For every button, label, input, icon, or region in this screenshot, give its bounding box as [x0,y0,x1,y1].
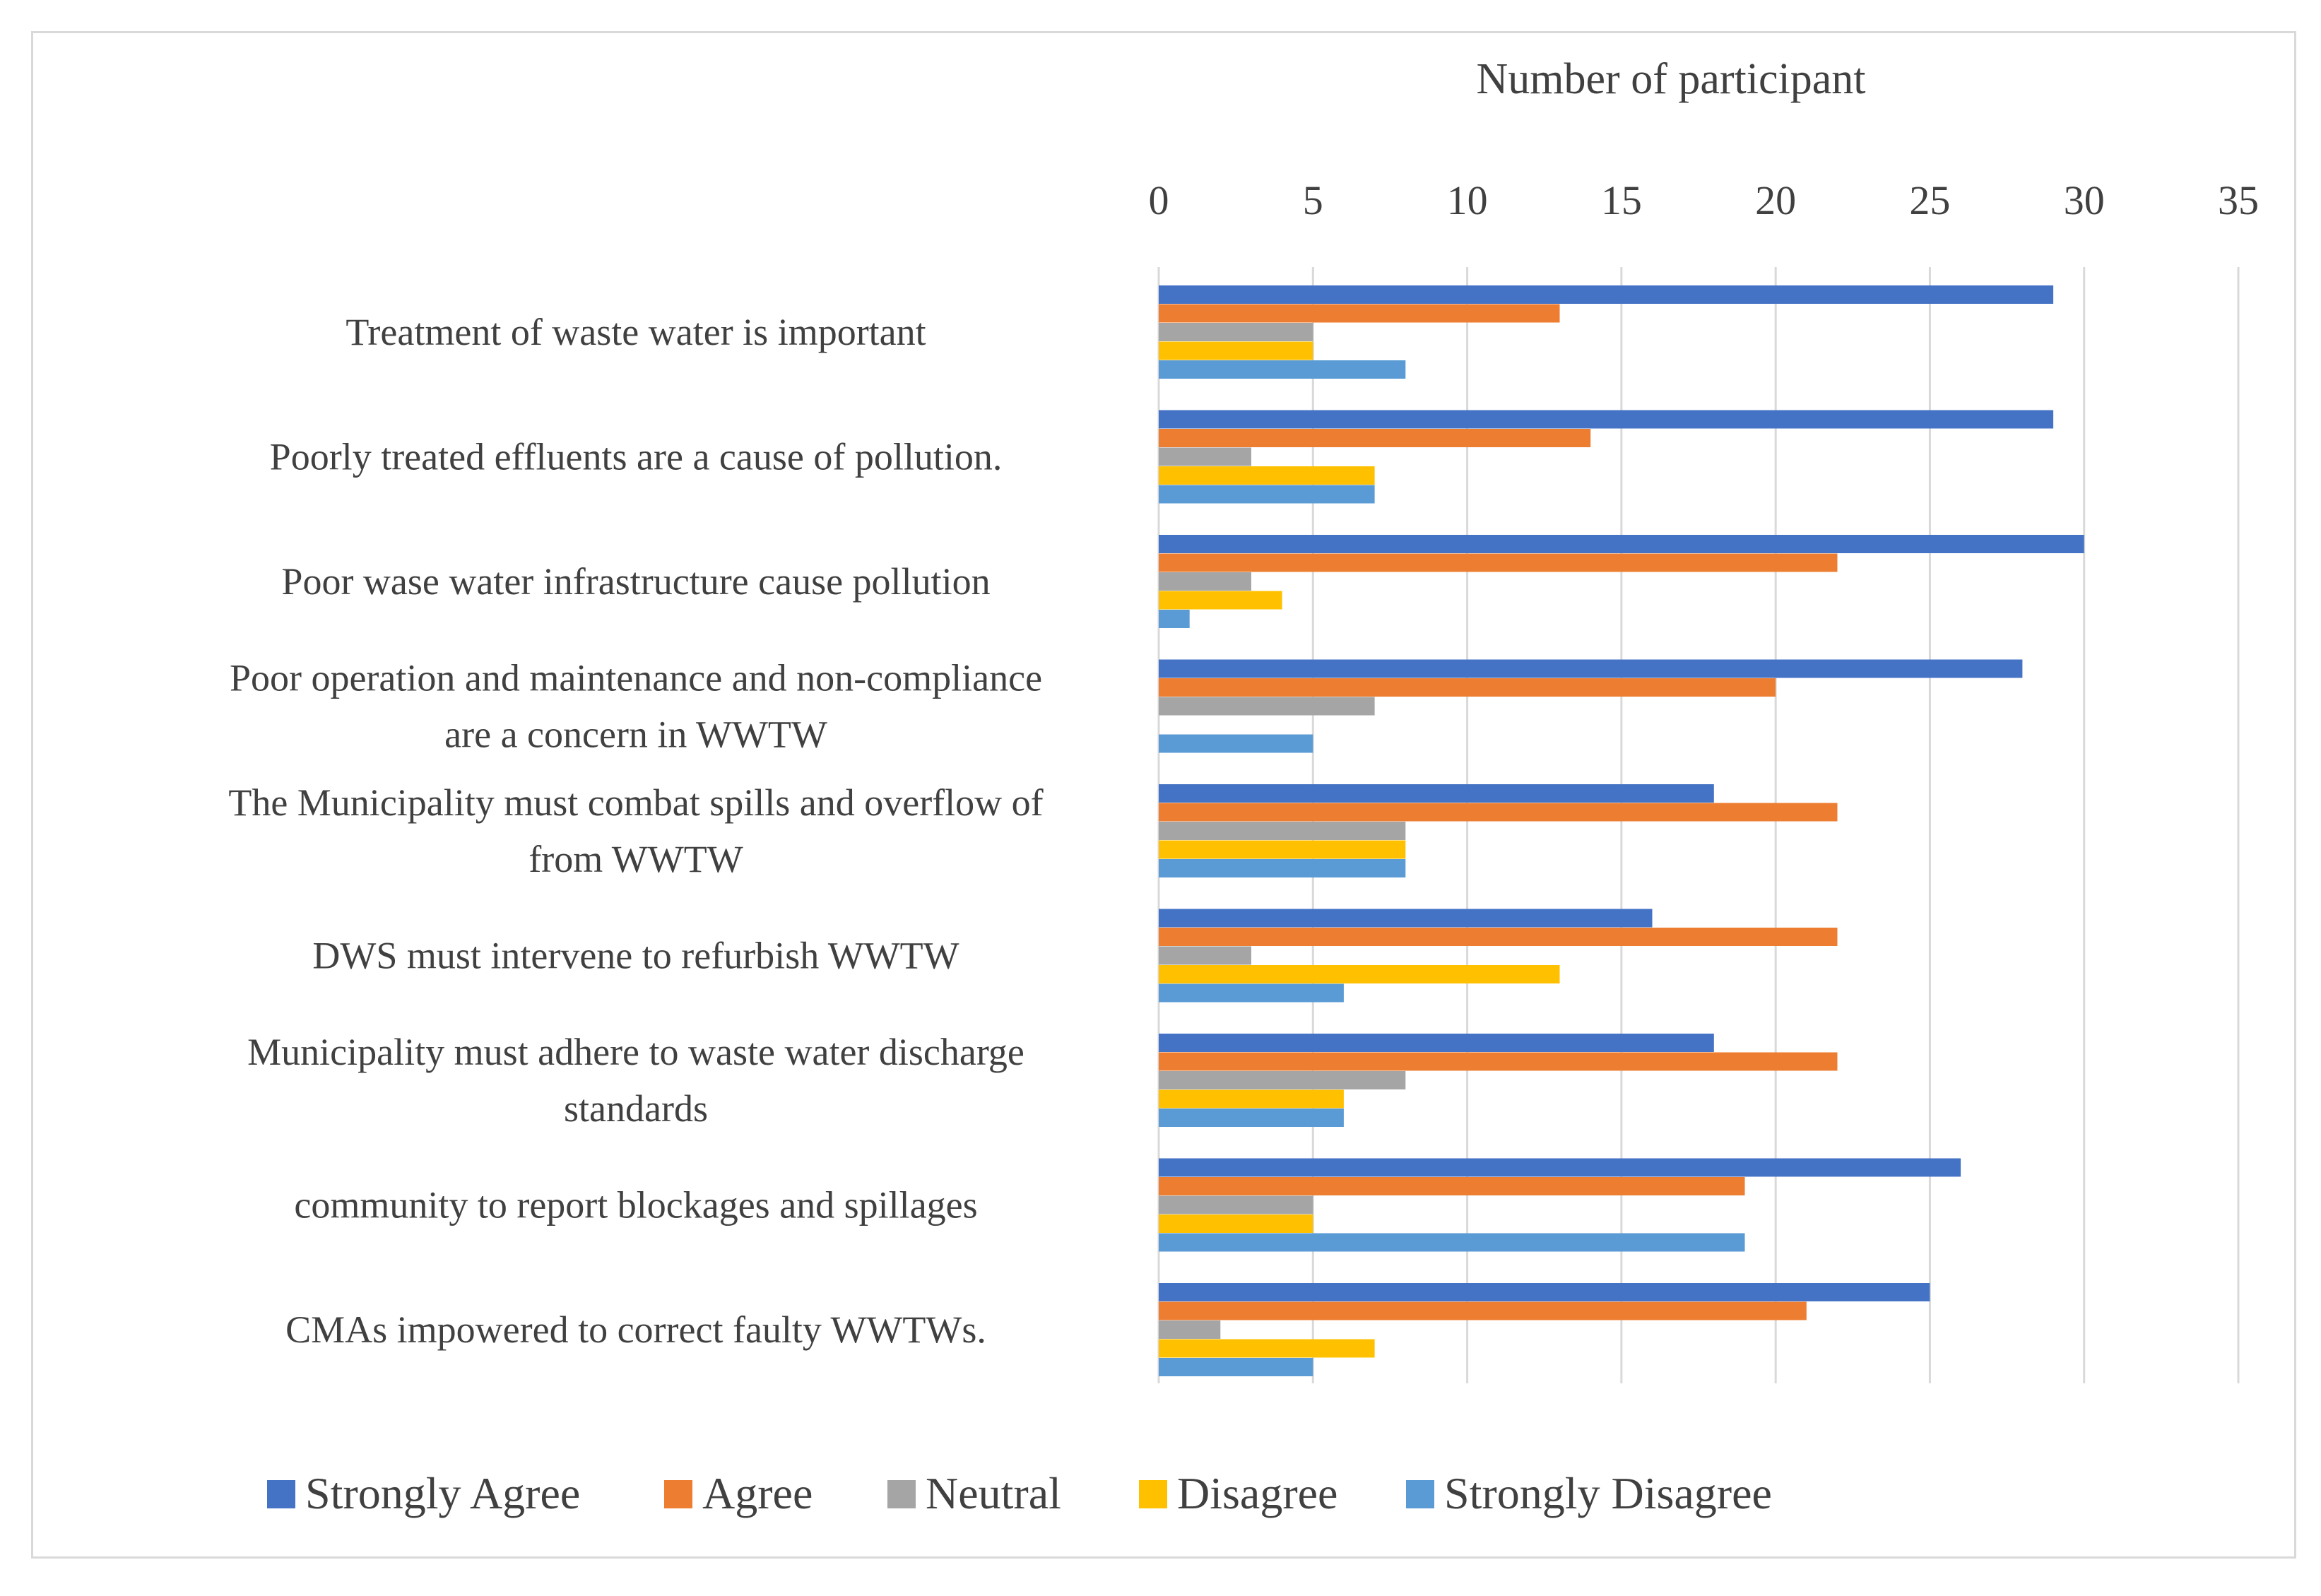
legend-swatch [1139,1480,1167,1508]
category-label: CMAs impowered to correct faulty WWTWs. [285,1308,986,1351]
bar-strongly-agree [1159,659,2023,678]
bar-disagree [1159,1339,1375,1358]
bar-strongly-agree [1159,909,1653,928]
bar-neutral [1159,822,1406,840]
category-label: Treatment of waste water is important [346,311,926,353]
legend-label: Strongly Disagree [1444,1468,1772,1518]
bar-agree [1159,429,1591,447]
bars [1159,285,2084,1376]
bar-strongly-disagree [1159,1233,1745,1252]
bar-strongly-agree [1159,784,1714,803]
legend: Strongly Agree Agree Neutral Disagree Strong… [267,1468,1772,1518]
category-label: Poor wase water infrastructure cause pol… [281,560,990,603]
bar-disagree [1159,591,1282,610]
bar-strongly-agree [1159,1034,1714,1052]
bar-agree [1159,1177,1745,1195]
bar-strongly-disagree [1159,485,1375,504]
bar-agree [1159,928,1838,946]
category-label: DWS must intervene to refurbish WWTW [312,935,959,977]
legend-swatch [267,1480,295,1508]
bar-disagree [1159,1089,1344,1109]
bar-strongly-agree [1159,410,2054,429]
bar-disagree [1159,965,1560,983]
category-label: from WWTW [528,838,743,880]
bar-strongly-disagree [1159,1358,1313,1376]
bar-strongly-agree [1159,1158,1961,1177]
x-tick-label: 10 [1447,177,1488,223]
bar-disagree [1159,341,1313,360]
category-label: community to report blockages and spilla… [294,1184,977,1226]
bar-neutral [1159,1195,1313,1214]
bar-strongly-disagree [1159,983,1344,1003]
bar-neutral [1159,447,1251,466]
bar-agree [1159,803,1838,822]
x-tick-label: 35 [2218,177,2259,223]
category-label: Poor operation and maintenance and non-c… [230,657,1042,699]
bar-strongly-agree [1159,1283,1930,1301]
x-tick-label: 20 [1755,177,1796,223]
bar-strongly-disagree [1159,1109,1344,1127]
x-axis-ticks: 0 5 10 15 20 25 30 35 [1149,177,2260,223]
x-axis-title: Number of participant [1477,55,1866,103]
bar-neutral [1159,1320,1221,1339]
legend-label: Strongly Agree [305,1468,580,1518]
category-labels: Treatment of waste water is important Poo… [228,311,1043,1351]
x-tick-label: 30 [2064,177,2105,223]
x-tick-label: 25 [1909,177,1950,223]
bar-strongly-disagree [1159,360,1406,379]
bar-agree [1159,1301,1807,1320]
bar-agree [1159,678,1776,697]
category-label: Poorly treated effluents are a cause of … [270,436,1003,478]
category-label: are a concern in WWTW [444,714,827,756]
legend-label: Neutral [926,1468,1061,1518]
legend-swatch [887,1480,916,1508]
legend-label: Disagree [1177,1468,1337,1518]
category-label: Municipality must adhere to waste water … [247,1031,1024,1073]
bar-neutral [1159,1071,1406,1089]
x-tick-label: 15 [1601,177,1642,223]
legend-swatch [1406,1480,1434,1508]
bar-neutral [1159,572,1251,591]
x-tick-label: 5 [1303,177,1323,223]
bar-disagree [1159,1214,1313,1233]
bar-strongly-disagree [1159,610,1190,628]
bar-disagree [1159,466,1375,485]
category-label: standards [564,1087,708,1130]
bar-agree [1159,1052,1838,1071]
bar-neutral [1159,697,1375,716]
bar-strongly-agree [1159,285,2054,304]
bar-neutral [1159,323,1313,341]
bar-neutral [1159,946,1251,965]
bar-strongly-disagree [1159,734,1313,753]
category-label: The Municipality must combat spills and … [228,781,1043,824]
bar-agree [1159,304,1560,323]
bar-strongly-agree [1159,535,2084,553]
legend-swatch [664,1480,692,1508]
x-tick-label: 0 [1149,177,1169,223]
bar-agree [1159,553,1838,572]
legend-label: Agree [702,1468,813,1518]
bar-strongly-disagree [1159,859,1406,877]
bar-disagree [1159,840,1406,859]
